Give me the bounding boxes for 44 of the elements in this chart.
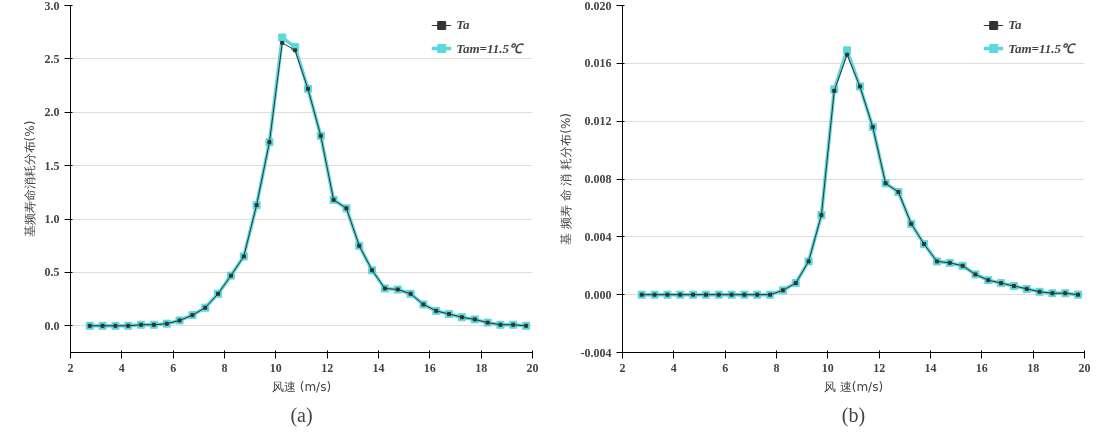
y-tick-label: 0.008 [584,172,612,186]
y-tick-label: 2.5 [44,51,60,66]
x-tick-label: 6 [722,360,729,375]
x-tick-label: 14 [372,360,385,375]
text: (a) [290,403,313,427]
x-tick-label: 16 [975,360,988,375]
y-tick-label: 0.020 [584,0,612,13]
legend-label: Ta [1008,17,1023,33]
x-tick-label: 4 [118,360,125,375]
y-axis-title: 基频寿命消耗分布(%) [22,120,37,238]
x-tick-label: 16 [423,360,436,375]
x-tick-label: 12 [321,360,334,375]
x-tick-label: 4 [670,360,677,375]
legend-label: Ta [456,17,471,33]
x-tick-label: 18 [475,360,488,375]
x-tick-label: 10 [269,360,282,375]
y-tick-label: 2.0 [44,105,60,120]
y-tick-label: 0.012 [584,114,612,129]
x-tick-label: 2 [619,360,626,375]
x-tick-label: 8 [773,360,780,375]
y-tick-label: 0.004 [584,229,612,244]
legend-label: Tam=11.5℃ [456,40,522,57]
y-tick-label: 0.000 [584,287,612,302]
x-tick-label: 6 [170,360,177,375]
x-axis-title: 风 速(m/s) [823,379,884,394]
x-tick-label: 12 [873,360,886,375]
x-tick-label: 18 [1027,360,1040,375]
y-axis-title: 基 频寿 命 消 耗分布(%) [558,112,573,246]
y-tick-label: 3.0 [44,0,60,13]
x-tick-label: 8 [221,360,228,375]
y-tick-label: 0.5 [44,265,60,280]
x-tick-label: 10 [821,360,834,375]
text: (b) [841,403,866,427]
x-tick-label: 20 [1078,360,1091,375]
x-tick-label: 2 [67,360,74,375]
y-tick-label: -0.004 [580,345,612,360]
legend-label: Tam=11.5℃ [1008,40,1074,57]
y-tick-label: 0.0 [44,318,60,333]
x-axis-title: 风速 (m/s) [271,379,332,394]
y-tick-label: 1.0 [44,212,60,227]
x-tick-label: 20 [526,360,539,375]
y-tick-label: 1.5 [44,158,60,173]
x-tick-label: 14 [924,360,937,375]
y-tick-label: 0.016 [584,56,612,71]
